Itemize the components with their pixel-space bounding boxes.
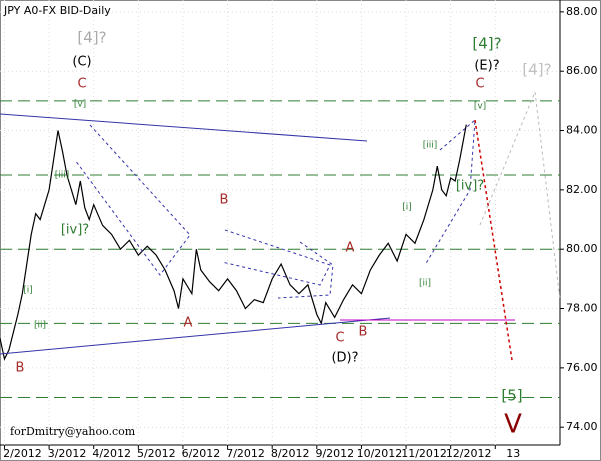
watermark: forDmitry@yahoo.com bbox=[10, 425, 136, 438]
wave-label: [i] bbox=[23, 286, 33, 296]
wave-label: B bbox=[16, 361, 25, 376]
wave-label: [iv]? bbox=[61, 223, 89, 238]
x-tick-label: 13 bbox=[506, 447, 520, 460]
price-line bbox=[0, 124, 467, 361]
y-tick-label: 88.00 bbox=[566, 5, 598, 18]
wave-label: [v] bbox=[74, 100, 86, 110]
wave-label: B bbox=[359, 325, 368, 340]
x-tick-label: 3/2012 bbox=[48, 447, 87, 460]
x-tick-label: 12/2012 bbox=[446, 447, 492, 460]
x-tick-label: 2/2012 bbox=[3, 447, 42, 460]
wave-label: C bbox=[475, 77, 484, 92]
wave-label: [4]? bbox=[77, 29, 106, 47]
plot-area bbox=[0, 0, 560, 445]
wave-label: [iii] bbox=[55, 171, 70, 181]
channel bbox=[277, 241, 334, 299]
chart-title: JPY A0-FX BID-Daily bbox=[3, 4, 111, 17]
trendline bbox=[0, 317, 391, 355]
wave-label: V bbox=[504, 410, 522, 440]
wave-label: B bbox=[220, 193, 229, 208]
y-tick-label: 86.00 bbox=[566, 64, 598, 77]
y-tick-label: 74.00 bbox=[566, 420, 598, 433]
forecast-path bbox=[474, 119, 513, 361]
wave-label: A bbox=[184, 316, 193, 331]
x-tick-label: 6/2012 bbox=[182, 447, 221, 460]
x-tick-label: 5/2012 bbox=[137, 447, 176, 460]
wave-label: A bbox=[346, 241, 355, 256]
wave-label: (E)? bbox=[474, 59, 499, 74]
wave-label: [4]? bbox=[522, 61, 551, 79]
y-tick-label: 76.00 bbox=[566, 361, 598, 374]
x-tick-label: 8/2012 bbox=[271, 447, 310, 460]
channel bbox=[74, 124, 191, 276]
y-tick-label: 82.00 bbox=[566, 183, 598, 196]
wave-label: C bbox=[335, 331, 344, 346]
wave-label: (C) bbox=[72, 55, 91, 70]
wave-label: (D)? bbox=[331, 351, 358, 366]
wave-label: [i] bbox=[402, 203, 412, 213]
y-tick-label: 84.00 bbox=[566, 124, 598, 137]
wave-label: [ii] bbox=[419, 279, 431, 289]
wave-label: [iv]? bbox=[456, 179, 484, 194]
wave-label: [ii] bbox=[34, 321, 46, 331]
x-tick-label: 10/2012 bbox=[357, 447, 403, 460]
wave-label: [4]? bbox=[472, 35, 501, 53]
wave-label: [v] bbox=[474, 102, 486, 112]
y-tick-label: 80.00 bbox=[566, 242, 598, 255]
x-tick-label: 4/2012 bbox=[92, 447, 131, 460]
wave-label: [iii] bbox=[423, 141, 438, 151]
wave-lines bbox=[0, 90, 561, 361]
wave-label: [5] bbox=[501, 387, 522, 405]
x-tick-label: 7/2012 bbox=[226, 447, 265, 460]
channel bbox=[221, 229, 331, 286]
x-tick-label: 11/2012 bbox=[401, 447, 447, 460]
forecast-path bbox=[479, 90, 561, 301]
trendline bbox=[0, 113, 368, 142]
wave-label: C bbox=[77, 77, 86, 92]
y-tick-label: 78.00 bbox=[566, 302, 598, 315]
x-tick-label: 9/2012 bbox=[315, 447, 354, 460]
